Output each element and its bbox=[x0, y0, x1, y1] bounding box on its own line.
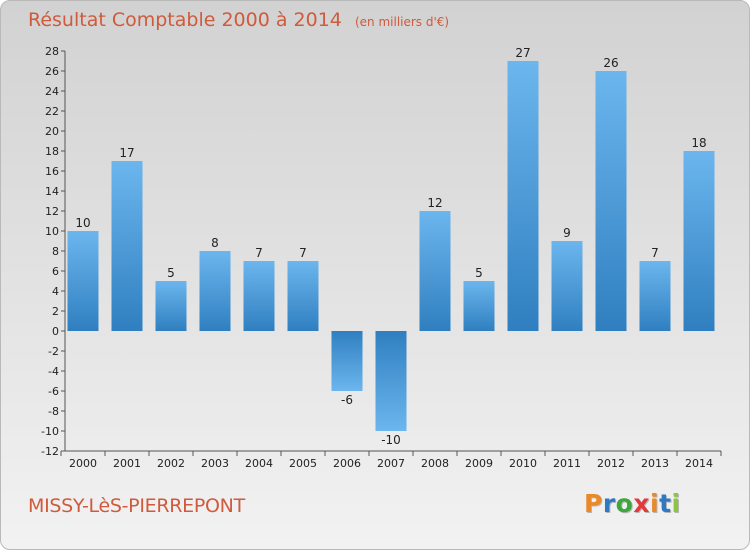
y-tick-label: 14 bbox=[45, 185, 59, 198]
y-tick-label: -12 bbox=[41, 445, 59, 458]
x-tick-label-2009: 2009 bbox=[465, 457, 493, 470]
chart-subtitle: (en milliers d'€) bbox=[354, 15, 450, 29]
y-tick-label: 0 bbox=[52, 325, 59, 338]
logo-letter: r bbox=[602, 489, 616, 518]
chart-title: Résultat Comptable 2000 à 2014 bbox=[28, 9, 342, 31]
value-label-2008: 12 bbox=[427, 196, 442, 210]
value-label-2012: 26 bbox=[603, 56, 618, 70]
logo-letter: i bbox=[650, 489, 660, 518]
bar-2014 bbox=[683, 151, 715, 331]
bar-2010 bbox=[507, 61, 539, 331]
y-tick-label: 24 bbox=[45, 85, 59, 98]
value-label-2014: 18 bbox=[691, 136, 706, 150]
y-tick-label: 18 bbox=[45, 145, 59, 158]
value-label-2007: -10 bbox=[381, 433, 401, 447]
bar-2002 bbox=[155, 281, 187, 331]
logo-letter: P bbox=[584, 489, 603, 518]
bar-2006 bbox=[331, 331, 363, 391]
value-label-2005: 7 bbox=[299, 246, 307, 260]
y-tick-label: -2 bbox=[48, 345, 59, 358]
y-tick-label: 10 bbox=[45, 225, 59, 238]
proxiti-logo: Proxiti bbox=[584, 489, 681, 518]
bar-2013 bbox=[639, 261, 671, 331]
y-tick-label: 12 bbox=[45, 205, 59, 218]
y-tick-label: -10 bbox=[41, 425, 59, 438]
chart-title-line: Résultat Comptable 2000 à 2014 (en milli… bbox=[28, 9, 449, 31]
y-tick-label: -6 bbox=[48, 385, 59, 398]
value-label-2002: 5 bbox=[167, 266, 175, 280]
y-tick-label: -4 bbox=[48, 365, 59, 378]
logo-letter: i bbox=[671, 489, 681, 518]
bar-2004 bbox=[243, 261, 275, 331]
x-tick-label-2007: 2007 bbox=[377, 457, 405, 470]
x-tick-label-2001: 2001 bbox=[113, 457, 141, 470]
x-tick-label-2010: 2010 bbox=[509, 457, 537, 470]
x-tick-label-2011: 2011 bbox=[553, 457, 581, 470]
x-tick-label-2006: 2006 bbox=[333, 457, 361, 470]
bar-2011 bbox=[551, 241, 583, 331]
y-tick-label: 4 bbox=[52, 285, 59, 298]
y-tick-label: 6 bbox=[52, 265, 59, 278]
x-tick-label-2000: 2000 bbox=[69, 457, 97, 470]
x-tick-label-2008: 2008 bbox=[421, 457, 449, 470]
bar-2008 bbox=[419, 211, 451, 331]
y-tick-label: 2 bbox=[52, 305, 59, 318]
x-tick-label-2014: 2014 bbox=[685, 457, 713, 470]
value-label-2006: -6 bbox=[341, 393, 353, 407]
bar-2001 bbox=[111, 161, 143, 331]
bar-2005 bbox=[287, 261, 319, 331]
bar-2007 bbox=[375, 331, 407, 431]
value-label-2003: 8 bbox=[211, 236, 219, 250]
value-label-2010: 27 bbox=[515, 46, 530, 60]
x-tick-label-2005: 2005 bbox=[289, 457, 317, 470]
y-tick-label: 16 bbox=[45, 165, 59, 178]
bar-2012 bbox=[595, 71, 627, 331]
value-label-2011: 9 bbox=[563, 226, 571, 240]
x-tick-label-2003: 2003 bbox=[201, 457, 229, 470]
logo-letter: t bbox=[659, 489, 672, 518]
bar-2003 bbox=[199, 251, 231, 331]
x-tick-label-2004: 2004 bbox=[245, 457, 273, 470]
value-label-2004: 7 bbox=[255, 246, 263, 260]
town-name: MISSY-LèS-PIERREPONT bbox=[28, 495, 245, 517]
y-tick-label: 20 bbox=[45, 125, 59, 138]
logo-letter: o bbox=[615, 489, 634, 518]
y-tick-label: 26 bbox=[45, 65, 59, 78]
logo-letter: x bbox=[633, 489, 650, 518]
value-label-2001: 17 bbox=[119, 146, 134, 160]
value-label-2009: 5 bbox=[475, 266, 483, 280]
value-label-2000: 10 bbox=[75, 216, 90, 230]
bar-2009 bbox=[463, 281, 495, 331]
x-tick-label-2013: 2013 bbox=[641, 457, 669, 470]
x-tick-label-2012: 2012 bbox=[597, 457, 625, 470]
bar-2000 bbox=[67, 231, 99, 331]
y-tick-label: 28 bbox=[45, 45, 59, 58]
y-tick-label: 8 bbox=[52, 245, 59, 258]
y-tick-label: -8 bbox=[48, 405, 59, 418]
y-tick-label: 22 bbox=[45, 105, 59, 118]
x-tick-label-2002: 2002 bbox=[157, 457, 185, 470]
value-label-2013: 7 bbox=[651, 246, 659, 260]
